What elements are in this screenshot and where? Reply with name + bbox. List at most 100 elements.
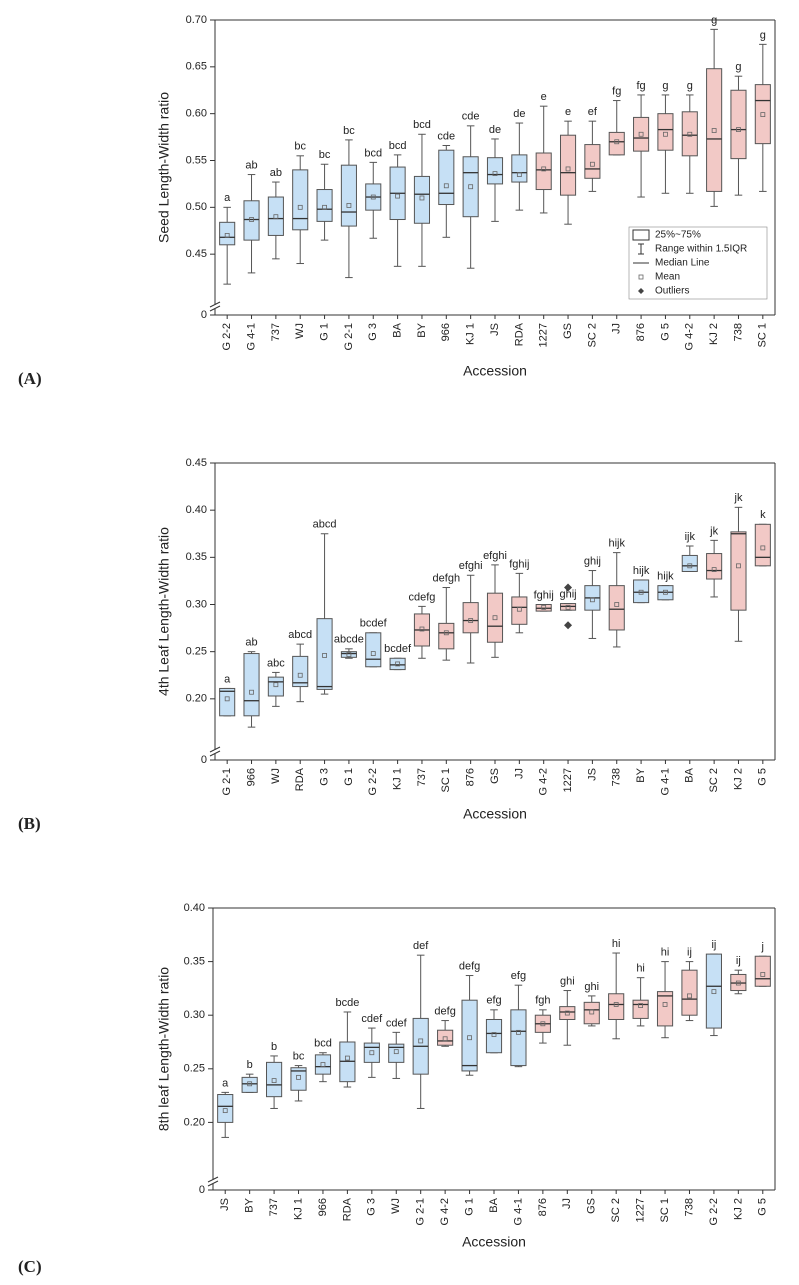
mean-marker — [224, 233, 230, 238]
x-tick-label: SC 1 — [757, 323, 769, 347]
y-axis-title: Seed Length-Width ratio — [156, 92, 172, 243]
mean-marker — [564, 1010, 570, 1016]
significance-letter: fghij — [534, 589, 554, 601]
mean-marker — [492, 615, 498, 621]
x-tick-label: 1227 — [562, 768, 574, 792]
significance-letter: ab — [270, 167, 282, 179]
x-tick-label: BY — [416, 322, 428, 337]
mean-marker — [296, 1074, 301, 1080]
significance-letter: bcd — [314, 1038, 332, 1050]
significance-letter: j — [761, 941, 764, 953]
box — [462, 156, 479, 218]
x-axis-title: Accession — [463, 806, 527, 822]
x-tick-label: 737 — [416, 768, 428, 786]
x-tick-label: SC 2 — [610, 1198, 622, 1222]
significance-letter: g — [735, 61, 741, 73]
mean-marker — [247, 1081, 253, 1087]
box — [314, 1054, 332, 1075]
x-tick-label: BA — [684, 767, 696, 782]
significance-letter: bc — [293, 1050, 305, 1062]
significance-letter: bcde — [335, 997, 359, 1009]
x-tick-label: G 5 — [659, 323, 671, 341]
mean-marker — [273, 214, 279, 220]
x-tick-label: WJ — [270, 768, 282, 784]
significance-letter: efghi — [483, 550, 507, 562]
x-tick-label: BY — [635, 767, 647, 782]
x-tick-label: 738 — [732, 323, 744, 341]
mean-marker — [760, 972, 766, 977]
significance-letter: bcdef — [360, 618, 388, 630]
mean-marker — [687, 563, 693, 569]
x-tick-label: RDA — [341, 1197, 353, 1221]
significance-letter: b — [247, 1059, 253, 1071]
mean-marker — [370, 194, 376, 200]
x-tick-label: G 2-1 — [343, 323, 355, 351]
x-tick-label: G 3 — [366, 1198, 378, 1216]
x-axis-title: Accession — [462, 1234, 526, 1250]
box — [681, 969, 698, 1016]
mean-marker — [442, 1036, 448, 1042]
y-tick-label: 0.45 — [186, 248, 207, 260]
x-tick-label: RDA — [294, 767, 306, 791]
mean-marker — [687, 131, 693, 137]
mean-marker — [273, 682, 279, 688]
box — [632, 999, 649, 1019]
mean-marker — [516, 606, 522, 612]
legend-label: 25%~75% — [655, 230, 701, 241]
box — [730, 531, 747, 611]
mean-marker — [222, 1108, 228, 1114]
mean-marker — [468, 184, 474, 190]
mean-marker — [565, 166, 571, 172]
x-tick-label: WJ — [294, 323, 306, 339]
mean-marker — [395, 661, 401, 667]
x-tick-label: WJ — [390, 1198, 402, 1214]
significance-letter: hijk — [633, 565, 650, 577]
mean-marker — [638, 589, 644, 595]
x-tick-label: GS — [489, 768, 501, 784]
x-tick-label: BY — [244, 1197, 256, 1212]
significance-letter: bcdef — [384, 643, 412, 655]
box — [292, 169, 309, 231]
significance-letter: fgh — [535, 995, 550, 1007]
significance-letter: jk — [734, 492, 743, 504]
x-tick-label: 1227 — [538, 323, 550, 347]
significance-letter: abcd — [313, 519, 337, 531]
significance-letter: ghij — [559, 588, 576, 600]
x-tick-label: GS — [562, 323, 574, 339]
legend-label: Outliers — [655, 286, 689, 297]
mean-marker — [711, 128, 717, 133]
mean-marker — [760, 545, 766, 551]
box — [608, 585, 625, 631]
x-tick-label: 738 — [683, 1198, 695, 1216]
y-tick-label: 0.35 — [184, 956, 205, 968]
mean-marker — [467, 1035, 472, 1041]
box — [511, 596, 528, 625]
x-tick-label: G 3 — [318, 768, 330, 786]
box — [292, 655, 309, 688]
mean-marker — [297, 672, 303, 678]
x-tick-label: KJ 1 — [392, 768, 404, 790]
significance-letter: ijk — [685, 531, 696, 543]
x-tick-label: G 4-2 — [538, 768, 550, 796]
significance-letter: bc — [294, 141, 306, 153]
y-tick-label: 0.25 — [186, 646, 207, 658]
x-tick-label: 876 — [465, 768, 477, 786]
significance-letter: a — [222, 1077, 229, 1089]
y-tick-label: 0.30 — [184, 1009, 205, 1021]
mean-marker — [419, 195, 425, 201]
mean-marker — [614, 139, 620, 145]
x-tick-label: 966 — [440, 323, 452, 341]
x-tick-label: JS — [586, 768, 598, 781]
mean-marker — [297, 204, 303, 210]
mean-marker — [322, 204, 327, 210]
mean-marker — [370, 651, 376, 656]
axis-break — [209, 301, 221, 308]
mean-marker — [663, 131, 668, 137]
legend-glyph — [638, 274, 644, 280]
x-tick-label: 966 — [317, 1198, 329, 1216]
mean-marker — [271, 1078, 277, 1083]
significance-letter: cde — [437, 130, 455, 142]
x-tick-label: G 1 — [318, 323, 330, 341]
x-tick-label: G 2-2 — [708, 1198, 720, 1226]
